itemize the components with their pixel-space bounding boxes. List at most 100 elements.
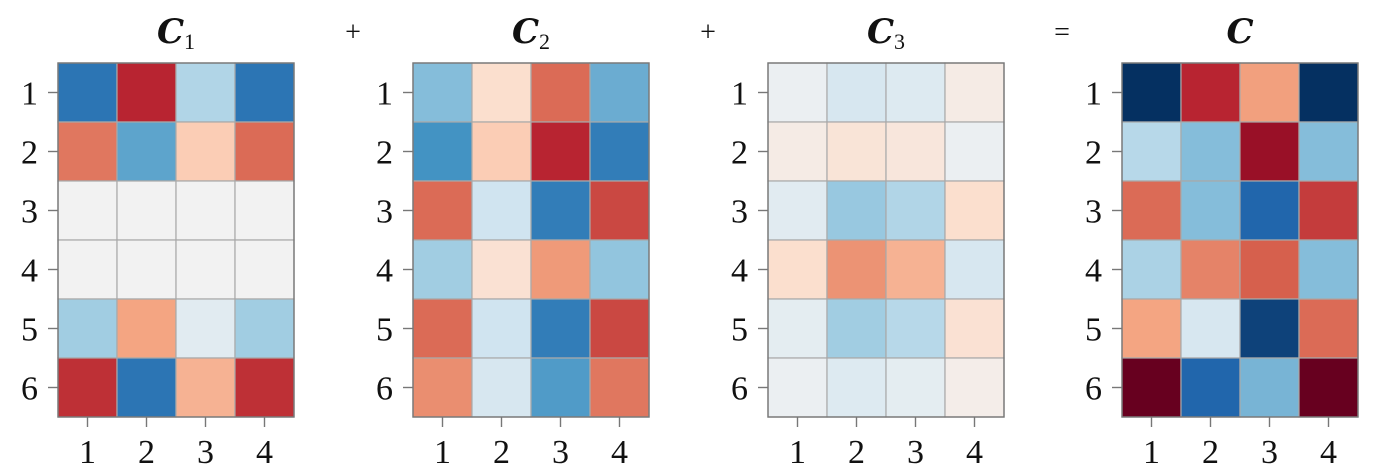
- y-tick-label: 2: [21, 135, 38, 172]
- heatmap-cell: [1298, 180, 1359, 241]
- heatmap-cell: [1239, 357, 1300, 418]
- heatmap-cell: [116, 121, 177, 182]
- plot-frame: [412, 62, 650, 418]
- heatmap-cell: [1180, 180, 1241, 241]
- panel-title: C: [1226, 12, 1253, 52]
- panel-title-main: C: [157, 12, 184, 52]
- heatmap-cell: [1180, 239, 1241, 300]
- y-tick-label: 4: [731, 253, 748, 290]
- heatmap-cell: [471, 62, 532, 123]
- panel-title-subscript: 1: [184, 29, 195, 54]
- heatmap-cell: [234, 239, 295, 300]
- y-tick-label: 6: [376, 371, 393, 408]
- heatmap-cell: [116, 357, 177, 418]
- heatmap-cell: [234, 357, 295, 418]
- heatmap-cell: [116, 239, 177, 300]
- heatmap-cell: [1121, 180, 1182, 241]
- heatmap-cell: [57, 62, 118, 123]
- panel-title: C1: [157, 12, 195, 54]
- heatmap-cell: [57, 357, 118, 418]
- heatmap-cell: [944, 357, 1005, 418]
- heatmap-cell: [1239, 180, 1300, 241]
- heatmap-cell: [1180, 357, 1241, 418]
- heatmap-cell: [116, 180, 177, 241]
- heatmap-cell: [826, 357, 887, 418]
- heatmap-cell: [826, 121, 887, 182]
- y-tick-label: 2: [731, 135, 748, 172]
- y-tick-label: 3: [21, 194, 38, 231]
- panel-title-subscript: 3: [894, 29, 905, 54]
- heatmap-cell: [589, 121, 650, 182]
- heatmap-cell: [530, 121, 591, 182]
- heatmap-cell: [471, 180, 532, 241]
- x-tick-label: 2: [1202, 434, 1219, 471]
- heatmap-cell: [175, 357, 236, 418]
- heatmap-cell: [175, 239, 236, 300]
- y-tick-label: 6: [21, 371, 38, 408]
- heatmap-cell: [885, 180, 946, 241]
- x-tick-label: 1: [434, 434, 451, 471]
- plot-frame: [767, 62, 1005, 418]
- heatmap-cell: [1239, 62, 1300, 123]
- panel-title-main: C: [867, 12, 894, 52]
- heatmap-cell: [885, 62, 946, 123]
- heatmap-cell: [589, 180, 650, 241]
- x-tick-label: 1: [789, 434, 806, 471]
- heatmap-cell: [57, 180, 118, 241]
- heatmap-cell: [826, 298, 887, 359]
- heatmap-cell: [589, 357, 650, 418]
- heatmap-cell: [412, 239, 473, 300]
- heatmap-cell: [1239, 239, 1300, 300]
- x-tick-label: 1: [79, 434, 96, 471]
- heatmap-cell: [412, 62, 473, 123]
- panel-title-subscript: 2: [539, 29, 550, 54]
- heatmap-cell: [530, 357, 591, 418]
- heatmap-cell: [826, 239, 887, 300]
- x-tick-label: 2: [138, 434, 155, 471]
- heatmap-cell: [1121, 298, 1182, 359]
- y-tick-label: 1: [731, 76, 748, 113]
- heatmap-cell: [767, 239, 828, 300]
- heatmap-cell: [767, 121, 828, 182]
- x-tick-label: 4: [966, 434, 983, 471]
- heatmap-cell: [530, 298, 591, 359]
- x-tick-label: 2: [493, 434, 510, 471]
- heatmap-cell: [767, 62, 828, 123]
- y-tick-label: 4: [1085, 253, 1102, 290]
- heatmap-cell: [412, 180, 473, 241]
- x-tick-label: 3: [907, 434, 924, 471]
- heatmap-cell: [826, 62, 887, 123]
- heatmap-cell: [944, 298, 1005, 359]
- heatmap-cell: [57, 121, 118, 182]
- heatmap-cell: [589, 239, 650, 300]
- heatmap-cell: [471, 121, 532, 182]
- heatmap-cell: [57, 239, 118, 300]
- x-tick-label: 4: [256, 434, 273, 471]
- y-tick-label: 3: [731, 194, 748, 231]
- equals-operator: =: [1054, 17, 1070, 48]
- heatmap-cell: [175, 298, 236, 359]
- heatmap-cell: [234, 62, 295, 123]
- plot-frame: [57, 62, 295, 418]
- y-tick-label: 3: [376, 194, 393, 231]
- heatmap-cell: [885, 298, 946, 359]
- y-tick-label: 5: [731, 312, 748, 349]
- y-tick-label: 1: [21, 76, 38, 113]
- heatmap-cell: [885, 357, 946, 418]
- heatmap-cell: [57, 298, 118, 359]
- y-tick-label: 3: [1085, 194, 1102, 231]
- heatmap-cell: [1121, 121, 1182, 182]
- heatmap-cell: [944, 121, 1005, 182]
- heatmap-cell: [530, 180, 591, 241]
- heatmap-cell: [1121, 62, 1182, 123]
- heatmap-cell: [471, 298, 532, 359]
- y-tick-label: 5: [1085, 312, 1102, 349]
- panel-title: C2: [512, 12, 550, 54]
- heatmap-cell: [589, 298, 650, 359]
- y-tick-label: 5: [376, 312, 393, 349]
- heatmap-cell: [767, 298, 828, 359]
- x-tick-label: 4: [611, 434, 628, 471]
